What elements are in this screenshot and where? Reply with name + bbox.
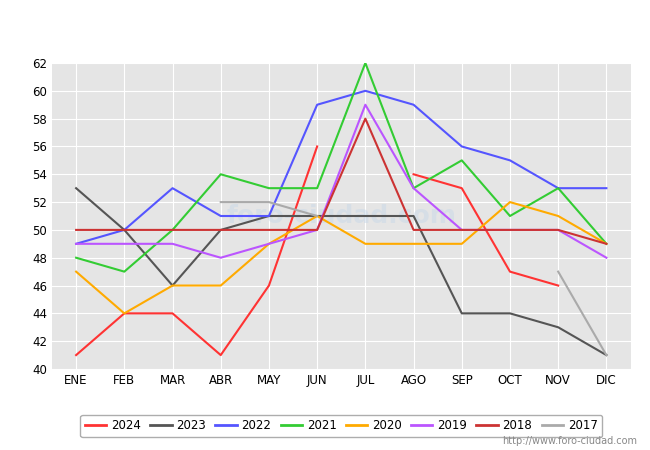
Legend: 2024, 2023, 2022, 2021, 2020, 2019, 2018, 2017: 2024, 2023, 2022, 2021, 2020, 2019, 2018… xyxy=(80,415,603,437)
Text: http://www.foro-ciudad.com: http://www.foro-ciudad.com xyxy=(502,436,637,446)
Text: Afiliados en Ladrillar a 30/11/2024: Afiliados en Ladrillar a 30/11/2024 xyxy=(170,18,480,36)
Text: foro-ciudad.com: foro-ciudad.com xyxy=(226,204,456,228)
